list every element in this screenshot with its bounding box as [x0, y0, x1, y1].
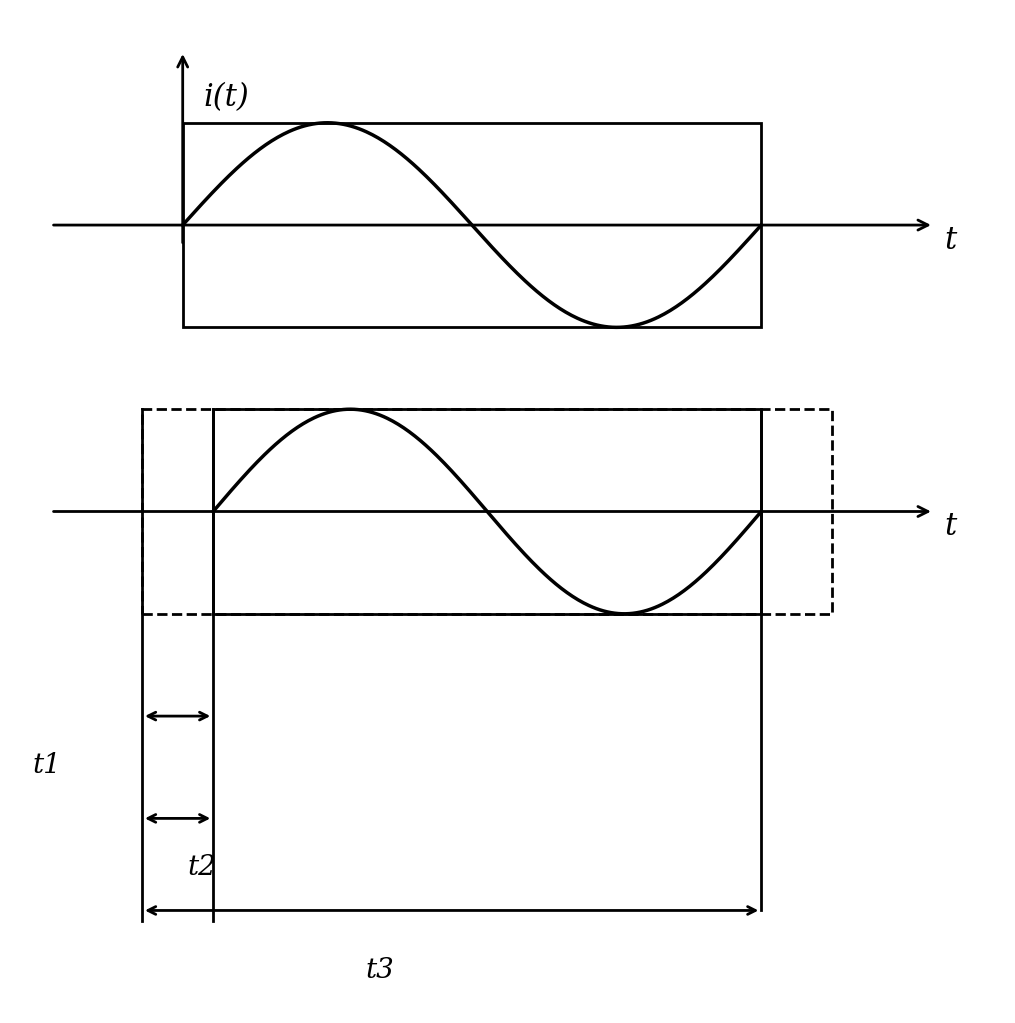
Text: t: t [944, 512, 956, 542]
Text: i(t): i(t) [203, 82, 249, 113]
Text: t1: t1 [32, 752, 61, 779]
Bar [183, 123, 761, 327]
Text: t: t [944, 225, 956, 256]
Bar [142, 409, 832, 614]
Bar [213, 409, 761, 614]
Text: t3: t3 [365, 957, 394, 983]
Text: t2: t2 [188, 854, 216, 881]
